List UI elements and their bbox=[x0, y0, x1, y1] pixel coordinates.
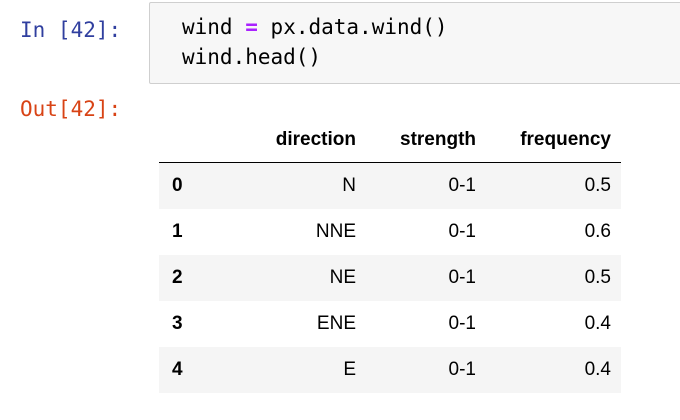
cell-frequency: 0.5 bbox=[584, 175, 611, 196]
code-line-1: wind = px.data.wind() bbox=[182, 13, 448, 41]
table-row: 2 NE 0-1 0.5 bbox=[159, 255, 621, 301]
column-header-frequency: frequency bbox=[486, 118, 621, 163]
cell-direction: N bbox=[342, 175, 356, 196]
cell-direction: E bbox=[343, 359, 356, 380]
row-index: 2 bbox=[172, 267, 183, 288]
column-header-index bbox=[159, 118, 209, 163]
code-assign-operator: = bbox=[245, 15, 258, 39]
cell-frequency: 0.6 bbox=[584, 221, 611, 242]
cell-strength: 0-1 bbox=[448, 267, 476, 288]
cell-strength: 0-1 bbox=[448, 175, 476, 196]
input-prompt: In [42]: bbox=[20, 18, 122, 42]
row-index: 1 bbox=[172, 221, 183, 242]
column-header-direction: direction bbox=[209, 118, 366, 163]
cell-strength: 0-1 bbox=[448, 359, 476, 380]
code-input-area[interactable]: wind = px.data.wind() wind.head() bbox=[149, 2, 680, 84]
column-header-strength: strength bbox=[366, 118, 486, 163]
row-index: 0 bbox=[172, 175, 183, 196]
row-index: 3 bbox=[172, 313, 183, 334]
cell-strength: 0-1 bbox=[448, 313, 476, 334]
cell-direction: NNE bbox=[315, 221, 356, 242]
table-row: 1 NNE 0-1 0.6 bbox=[159, 209, 621, 255]
cell-frequency: 0.4 bbox=[584, 313, 611, 334]
cell-direction: ENE bbox=[316, 313, 356, 334]
cell-frequency: 0.5 bbox=[584, 267, 611, 288]
cell-frequency: 0.4 bbox=[584, 359, 611, 380]
output-prompt: Out[42]: bbox=[20, 97, 122, 121]
code-line-2: wind.head() bbox=[182, 45, 322, 69]
cell-strength: 0-1 bbox=[448, 221, 476, 242]
table-row: 0 N 0-1 0.5 bbox=[159, 162, 621, 209]
table-header-row: direction strength frequency bbox=[159, 118, 621, 163]
code-expression: px.data.wind() bbox=[270, 15, 448, 39]
table-row: 4 E 0-1 0.4 bbox=[159, 347, 621, 393]
row-index: 4 bbox=[172, 359, 183, 380]
table-row: 3 ENE 0-1 0.4 bbox=[159, 301, 621, 347]
cell-direction: NE bbox=[329, 267, 356, 288]
code-variable: wind bbox=[182, 15, 233, 39]
dataframe-table: direction strength frequency 0 N 0-1 0.5… bbox=[159, 118, 621, 393]
